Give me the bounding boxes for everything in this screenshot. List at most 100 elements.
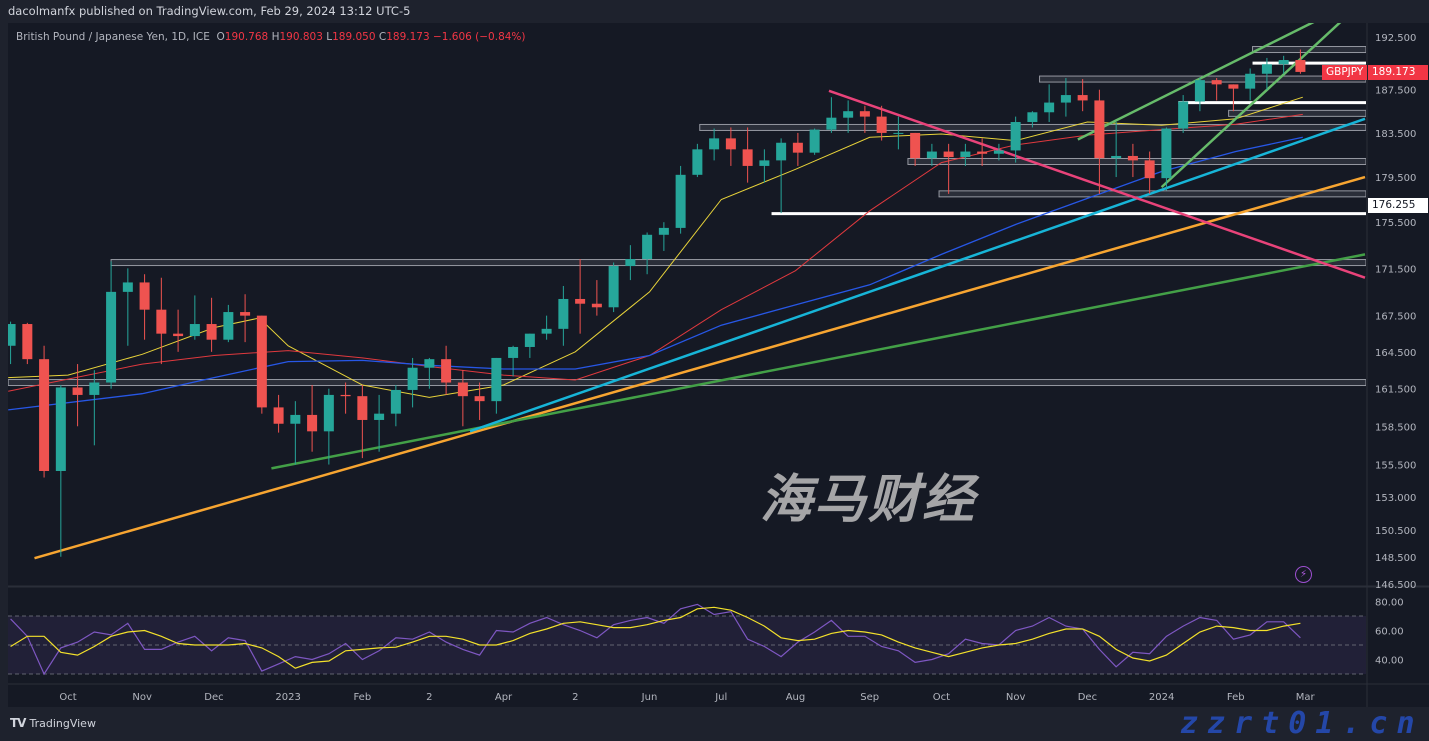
change-value: −1.606 (−0.84%) [432, 31, 526, 43]
candle-body [1077, 95, 1088, 101]
candle-body [156, 309, 167, 334]
footer: TV TradingView [10, 716, 96, 730]
candle-body [206, 324, 217, 340]
candle-body [826, 117, 837, 130]
time-tick-label: Oct [933, 692, 950, 703]
time-tick-label: Jul [714, 692, 727, 703]
price-tick-label: 175.500 [1375, 218, 1416, 229]
candle-body [591, 303, 602, 308]
time-tick-label: Oct [59, 692, 76, 703]
candle-body [173, 333, 184, 337]
high-value: 190.803 [279, 31, 323, 43]
candle-body [22, 324, 33, 360]
symbol-badge: GBPJPY [1322, 65, 1368, 80]
candle-body [8, 324, 16, 346]
price-tick-label: 183.500 [1375, 129, 1416, 140]
candle-body [993, 150, 1004, 154]
candle-body [1094, 100, 1105, 159]
candle-body [307, 414, 318, 432]
time-tick-label: Mar [1296, 692, 1316, 703]
price-tick-label: 187.500 [1375, 86, 1416, 97]
instrument-name: British Pound / Japanese Yen, 1D, ICE [16, 31, 210, 43]
ma-slow-line [8, 136, 1303, 411]
candle-body [608, 266, 619, 308]
time-tick-label: 2 [572, 692, 578, 703]
candle-body [776, 142, 787, 161]
time-tick-label: Dec [204, 692, 223, 703]
candle-body [876, 116, 887, 133]
time-tick-label: Nov [132, 692, 152, 703]
candle-body [240, 312, 251, 316]
candle-body [725, 138, 736, 150]
candle-body [55, 387, 66, 471]
candle-body [1228, 84, 1239, 89]
time-tick-label: 2 [426, 692, 432, 703]
time-tick-label: Aug [786, 692, 806, 703]
candle-body [625, 259, 636, 267]
candle-body [1245, 73, 1256, 89]
candle-body [290, 414, 301, 424]
footer-brand: TradingView [29, 716, 96, 730]
candle-body [541, 328, 552, 334]
level-price-badge: 176.255 [1368, 198, 1428, 213]
watermark-cn: 海马财经 [760, 470, 977, 530]
symbol-legend: British Pound / Japanese Yen, 1D, ICE O1… [16, 31, 526, 43]
time-tick-label: Feb [1227, 692, 1245, 703]
candle-body [474, 396, 485, 402]
price-tick-label: 148.500 [1375, 553, 1416, 564]
candle-body [926, 151, 937, 159]
price-tick-label: 146.500 [1375, 580, 1416, 591]
trendline [1160, 23, 1342, 189]
candle-body [1060, 95, 1071, 103]
price-tick-label: 167.500 [1375, 312, 1416, 323]
rsi-tick-label: 80.00 [1375, 598, 1404, 609]
candle-body [357, 396, 368, 420]
candle-body [39, 359, 50, 471]
time-tick-label: Nov [1006, 692, 1026, 703]
chart-frame[interactable] [8, 23, 1429, 707]
time-tick-label: Sep [860, 692, 879, 703]
candle-body [692, 149, 703, 175]
time-tick-label: 2023 [275, 692, 300, 703]
moving-averages [8, 96, 1303, 411]
support-resistance-zone [1228, 109, 1366, 117]
open-value: 190.768 [224, 31, 269, 43]
candle-body [89, 382, 100, 395]
time-tick-label: Feb [353, 692, 371, 703]
candle-body [943, 151, 954, 158]
tradingview-logo-icon: TV [10, 716, 27, 730]
watermark-url: zzrt01.cn [1180, 706, 1424, 741]
candle-body [390, 389, 401, 414]
trendline [271, 253, 1366, 470]
candle-body [441, 359, 452, 383]
price-tick-label: 161.500 [1375, 385, 1416, 396]
candle-body [72, 387, 83, 395]
candle-body [1111, 155, 1122, 159]
time-tick-label: Dec [1078, 692, 1097, 703]
rsi-tick-label: 40.00 [1375, 656, 1404, 667]
time-axis: Oct Nov Dec 2023 Feb 2 Apr 2 Jun Jul Aug Sep Oct Nov D… [59, 692, 1315, 703]
candle-body [508, 346, 519, 358]
candle-body [1278, 60, 1289, 65]
lightning-icon[interactable]: ⚡ [1295, 566, 1312, 583]
candle-body [675, 174, 686, 228]
candle-body [491, 357, 502, 402]
candle-body [642, 234, 653, 260]
price-tick-label: 153.000 [1375, 493, 1416, 504]
time-tick-label: Apr [495, 692, 513, 703]
candle-body [1144, 160, 1155, 179]
price-tick-label: 192.500 [1375, 33, 1416, 44]
candle-body [1178, 101, 1189, 129]
price-tick-label: 171.500 [1375, 264, 1416, 275]
candle-body [106, 291, 117, 383]
candle-body [843, 111, 854, 118]
ma-mid-line [8, 113, 1303, 392]
high-label: H [271, 31, 280, 43]
candle-body [407, 367, 418, 390]
candle-body [1027, 112, 1038, 123]
rsi-pane: 80.00 60.00 40.00 [8, 598, 1404, 676]
rsi-line [10, 603, 1301, 676]
last-price-badge: 189.173 [1368, 65, 1428, 80]
close-value: 189.173 [386, 31, 430, 43]
